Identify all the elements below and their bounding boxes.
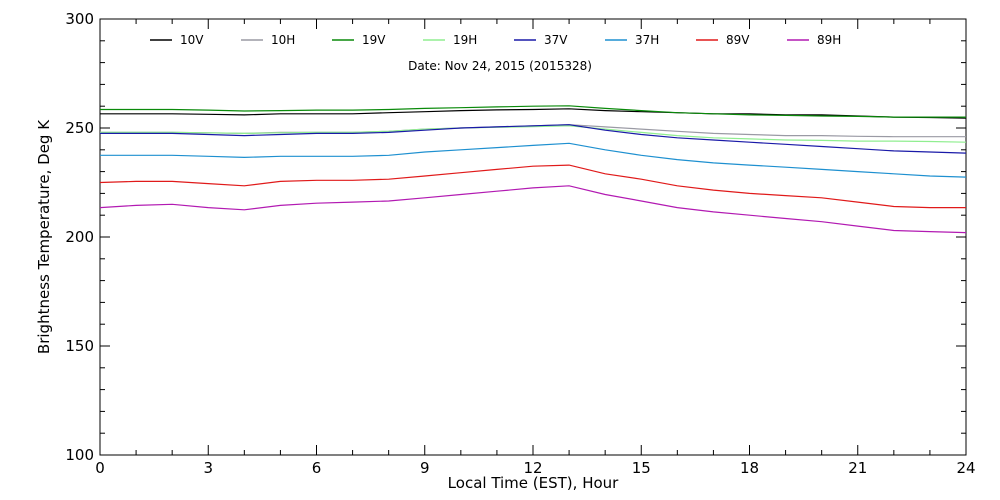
- x-tick-label: 3: [203, 459, 213, 477]
- x-tick-label: 24: [956, 459, 975, 477]
- x-axis-title: Local Time (EST), Hour: [448, 474, 619, 492]
- series-line-19h: [100, 125, 967, 143]
- chart-subtitle: Date: Nov 24, 2015 (2015328): [408, 59, 592, 73]
- legend-label-10h: 10H: [271, 33, 295, 47]
- y-tick-label: 150: [65, 337, 94, 355]
- x-tick-label: 21: [848, 459, 867, 477]
- series-line-19v: [100, 105, 966, 118]
- y-tick-label: 250: [65, 119, 94, 137]
- tick-marks: [99, 18, 967, 456]
- y-tick-label: 300: [65, 10, 94, 28]
- series-line-89v: [99, 164, 966, 209]
- x-tick-labels: 0 3 6 9 12 15 18 21 24: [95, 459, 975, 477]
- y-tick-label: 200: [65, 228, 94, 246]
- series-line-10v: [100, 108, 967, 119]
- legend-label-37v: 37V: [544, 33, 568, 47]
- legend-label-89v: 89V: [726, 33, 750, 47]
- series-line-89h: [99, 185, 967, 234]
- x-tick-label: 9: [420, 459, 430, 477]
- series-line-37v: [100, 124, 967, 154]
- legend-label-19v: 19V: [362, 33, 386, 47]
- legend-label-10v: 10V: [180, 33, 204, 47]
- series-line-37h: [100, 142, 967, 178]
- legend-label-37h: 37H: [635, 33, 659, 47]
- x-tick-label: 15: [632, 459, 651, 477]
- legend-label-19h: 19H: [453, 33, 477, 47]
- x-tick-label: 6: [312, 459, 322, 477]
- legend: 10V 10H 19V 19H 37V 37H 89V 89H: [150, 33, 841, 47]
- y-axis-title: Brightness Temperature, Deg K: [35, 119, 53, 354]
- y-tick-labels: 100 150 200 250 300: [65, 10, 94, 464]
- x-tick-label: 12: [523, 459, 542, 477]
- plot-frame: [99, 18, 967, 456]
- y-tick-label: 100: [65, 446, 94, 464]
- legend-label-89h: 89H: [817, 33, 841, 47]
- x-tick-label: 0: [95, 459, 105, 477]
- x-tick-label: 18: [740, 459, 759, 477]
- series-lines: [99, 105, 967, 234]
